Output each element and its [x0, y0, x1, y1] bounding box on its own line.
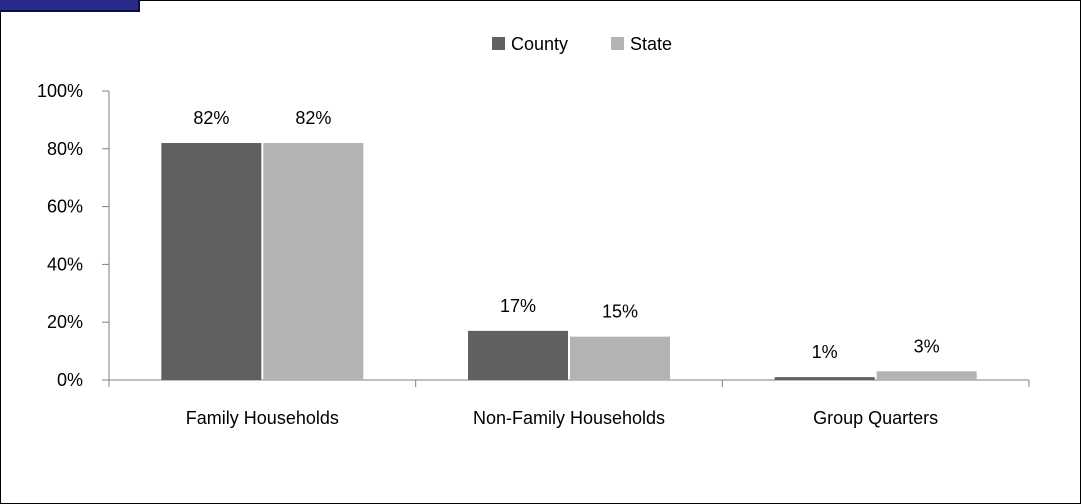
- y-tick-label: 80%: [47, 139, 83, 159]
- x-tick-label-family-households: Family Households: [186, 408, 339, 428]
- data-labels: 82% 82% 17% 15% 1% 3%: [193, 108, 939, 362]
- bar-state-non-family-households: [570, 336, 670, 380]
- legend-swatch-state: [611, 37, 624, 50]
- data-label-county-non-family-households: 17%: [500, 296, 536, 316]
- data-label-county-family-households: 82%: [193, 108, 229, 128]
- legend-swatch-county: [492, 37, 505, 50]
- x-axis: Family Households Non-Family Households Gr…: [108, 379, 1030, 428]
- data-label-state-family-households: 82%: [295, 108, 331, 128]
- data-label-county-group-quarters: 1%: [812, 342, 838, 362]
- x-tick-label-group-quarters: Group Quarters: [813, 408, 938, 428]
- bars: [161, 143, 977, 380]
- data-label-state-group-quarters: 3%: [914, 336, 940, 356]
- bar-state-group-quarters: [876, 371, 977, 380]
- legend-label-county: County: [511, 34, 568, 54]
- bar-county-group-quarters: [774, 377, 875, 380]
- y-tick-label: 40%: [47, 254, 83, 274]
- legend-label-state: State: [630, 34, 672, 54]
- corner-tab: [0, 0, 140, 12]
- legend: County State: [492, 34, 672, 54]
- data-label-state-non-family-households: 15%: [602, 302, 638, 322]
- x-tick-label-non-family-households: Non-Family Households: [473, 408, 665, 428]
- y-tick-label: 100%: [37, 81, 83, 101]
- y-tick-label: 20%: [47, 312, 83, 332]
- bar-county-family-households: [161, 143, 262, 380]
- y-tick-label: 0%: [57, 370, 83, 390]
- bar-county-non-family-households: [468, 330, 568, 380]
- y-axis: 0% 20% 40% 60% 80% 100%: [37, 81, 110, 390]
- y-tick-label: 60%: [47, 197, 83, 217]
- bar-state-family-households: [263, 143, 364, 380]
